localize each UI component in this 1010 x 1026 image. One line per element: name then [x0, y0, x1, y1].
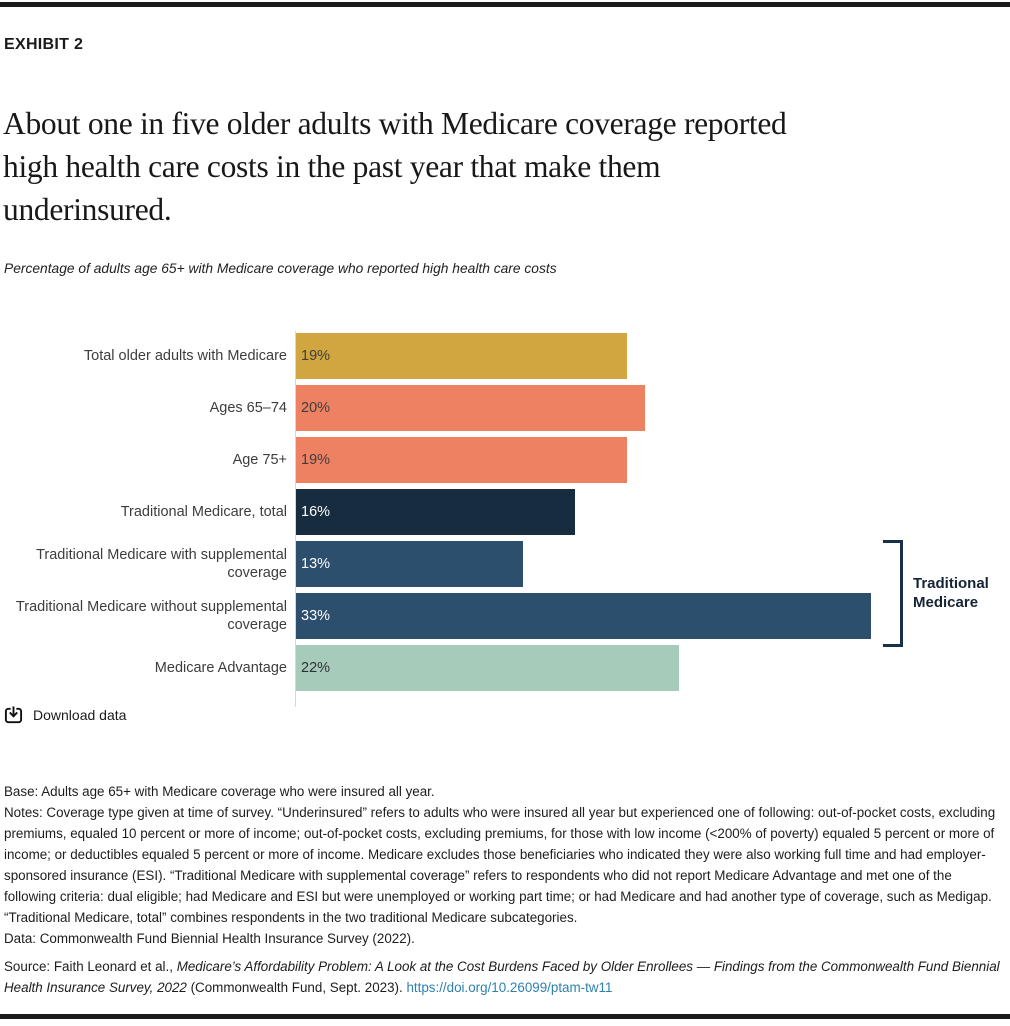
bar-value-label: 20% [301, 400, 331, 416]
bar-value-label: 16% [301, 504, 331, 520]
data-note: Data: Commonwealth Fund Biennial Health … [4, 931, 415, 946]
bracket-label: Traditional Medicare [913, 574, 1003, 612]
source-publication: Medicare’s Affordability Problem: A Look… [4, 959, 1000, 995]
title-line: About one in five older adults with Medi… [3, 106, 787, 141]
bracket-label-line: Traditional [913, 575, 989, 592]
footnotes: Base: Adults age 65+ with Medicare cover… [4, 781, 1007, 949]
download-icon [4, 705, 23, 723]
bracket-label-line: Medicare [913, 594, 979, 611]
source-line: Source: Faith Leonard et al., Medicare’s… [4, 956, 1004, 998]
chart-row: Age 75+ 19% [0, 437, 1010, 483]
bar-age-75-plus[interactable]: 19% [296, 437, 627, 483]
category-label: Age 75+ [232, 452, 287, 468]
bar-value-label: 13% [301, 556, 331, 572]
source-prefix: Source: Faith Leonard et al., [4, 959, 177, 974]
chart-row: Traditional Medicare without supplementa… [0, 593, 1010, 639]
bar-traditional-medicare-total[interactable]: 16% [296, 489, 575, 535]
source-suffix: (Commonwealth Fund, Sept. 2023). [186, 980, 407, 995]
chart-row: Ages 65–74 20% [0, 385, 1010, 431]
doi-link[interactable]: https://doi.org/10.26099/ptam-tw11 [406, 980, 613, 995]
top-rule [0, 2, 1010, 7]
download-data-label: Download data [33, 707, 127, 723]
axis-line [295, 331, 296, 707]
category-label: Traditional Medicare with supplemental c… [36, 547, 287, 581]
chart-subtitle: Percentage of adults age 65+ with Medica… [4, 261, 557, 276]
bar-traditional-with-supplemental[interactable]: 13% [296, 541, 523, 587]
category-label: Medicare Advantage [154, 660, 287, 676]
base-note: Base: Adults age 65+ with Medicare cover… [4, 784, 435, 799]
category-label: Traditional Medicare without supplementa… [15, 599, 287, 633]
bottom-rule [0, 1014, 1010, 1019]
bar-value-label: 33% [301, 608, 331, 624]
bar-chart: Total older adults with Medicare 19% Age… [0, 331, 1010, 708]
download-data-button[interactable]: Download data [4, 704, 126, 726]
bar-total-older-adults[interactable]: 19% [296, 333, 627, 379]
notes-paragraph: Notes: Coverage type given at time of su… [4, 805, 996, 925]
chart-row: Traditional Medicare, total 16% [0, 489, 1010, 535]
title-line: high health care costs in the past year … [3, 149, 661, 184]
chart-row: Total older adults with Medicare 19% [0, 333, 1010, 379]
bar-ages-65-74[interactable]: 20% [296, 385, 645, 431]
bar-traditional-without-supplemental[interactable]: 33% [296, 593, 871, 639]
chart-row: Traditional Medicare with supplemental c… [0, 541, 1010, 587]
bar-value-label: 19% [301, 348, 331, 364]
bar-value-label: 19% [301, 452, 331, 468]
bar-value-label: 22% [301, 660, 331, 676]
category-label: Total older adults with Medicare [83, 348, 287, 364]
title-line: underinsured. [3, 192, 172, 227]
category-label: Traditional Medicare, total [120, 504, 287, 520]
chart-row: Medicare Advantage 22% [0, 645, 1010, 691]
traditional-medicare-bracket [883, 540, 903, 647]
page-title: About one in five older adults with Medi… [3, 102, 1003, 231]
category-label: Ages 65–74 [209, 400, 287, 416]
exhibit-label: EXHIBIT 2 [4, 36, 84, 53]
bar-medicare-advantage[interactable]: 22% [296, 645, 679, 691]
